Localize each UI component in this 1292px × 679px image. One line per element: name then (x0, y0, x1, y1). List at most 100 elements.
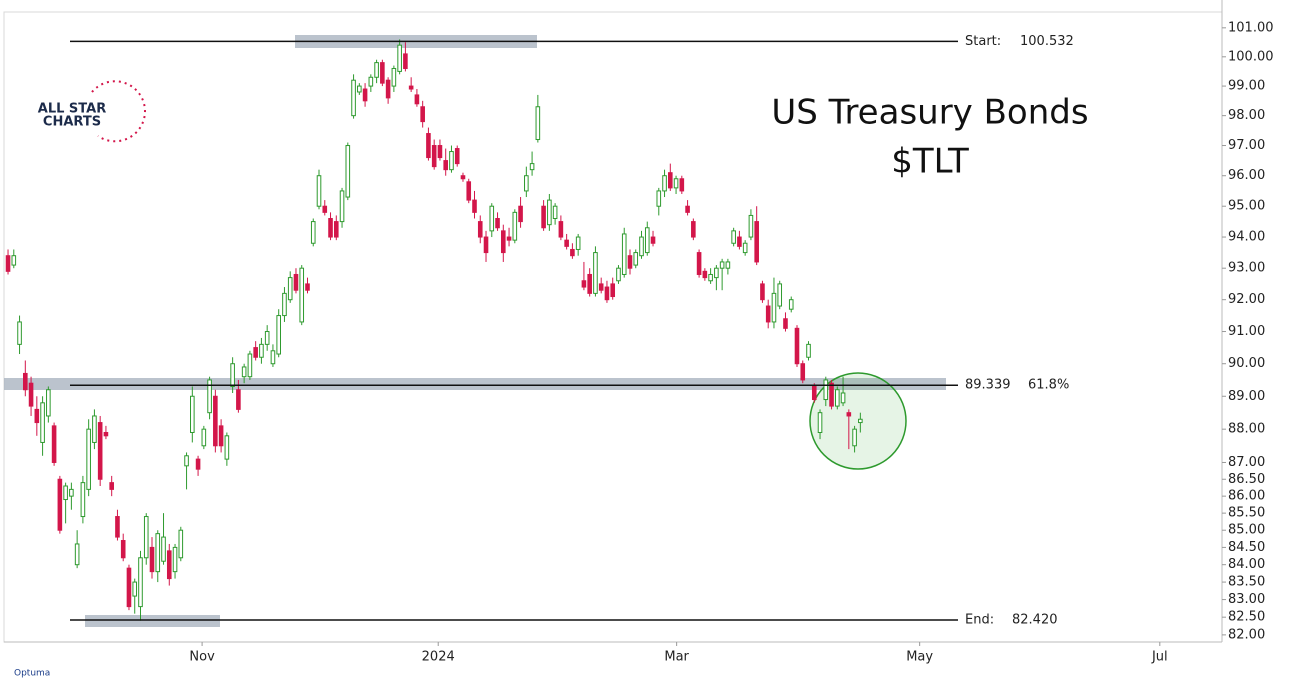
y-tick-label: 101.00 (1228, 20, 1274, 35)
candle-body (644, 227, 650, 254)
candle-body (328, 218, 333, 238)
candle-body (495, 218, 500, 229)
x-tick-label: May (906, 650, 933, 665)
candle-body (230, 363, 235, 387)
x-tick-label: Jul (1151, 650, 1168, 665)
logo-text: CHARTS (43, 115, 101, 130)
candle-body (858, 418, 863, 424)
candle-body (466, 181, 472, 201)
y-tick-label: 83.00 (1228, 592, 1265, 607)
candle-body (604, 286, 610, 301)
candle-body (213, 395, 218, 447)
chart-subtitle: $TLT (891, 142, 969, 182)
candle-body (639, 236, 644, 257)
candle-body (650, 236, 656, 244)
candle-body (74, 543, 80, 566)
candle-body (166, 550, 172, 580)
candle-body (627, 255, 633, 269)
candle-body (817, 412, 823, 433)
candle-body (742, 242, 748, 254)
candle-body (310, 221, 316, 244)
candle-body (276, 315, 281, 355)
candle-body (765, 305, 771, 323)
y-tick-label: 91.00 (1228, 324, 1265, 339)
candle-body (103, 431, 109, 437)
y-tick-label: 84.50 (1228, 540, 1265, 555)
candle-body (264, 331, 270, 345)
y-tick-label: 97.00 (1228, 138, 1265, 153)
candle-body (270, 350, 276, 365)
watermark: Optuma (14, 669, 50, 679)
level-name: 61.8% (1028, 378, 1069, 393)
level-value: 100.532 (1020, 34, 1074, 49)
candle-body (218, 425, 224, 447)
candle-body (449, 151, 454, 171)
candle-body (731, 230, 736, 244)
candle-body (426, 133, 431, 159)
y-tick-label: 85.00 (1228, 523, 1265, 538)
y-tick-label: 94.00 (1228, 230, 1265, 245)
y-tick-label: 90.00 (1228, 356, 1265, 371)
candle-body (616, 267, 621, 282)
candle-body (558, 221, 564, 238)
candle-body (500, 230, 506, 254)
candle-body (86, 428, 91, 490)
candle-body (811, 385, 817, 401)
candle-body (322, 205, 328, 213)
candle-body (714, 267, 719, 279)
candle-body (339, 190, 345, 223)
plot-frame (3, 11, 1223, 643)
candle-body (454, 148, 460, 165)
y-tick-label: 82.00 (1228, 627, 1265, 642)
candle-body (195, 458, 201, 470)
candle-body (253, 347, 258, 358)
level-value: 82.420 (1012, 613, 1058, 628)
candle-body (483, 236, 489, 254)
candle-body (184, 455, 189, 467)
candle-body (385, 79, 391, 99)
candle-body (397, 44, 402, 72)
y-tick-label: 89.00 (1228, 389, 1265, 404)
candle-body (161, 536, 166, 562)
candle-body (23, 372, 28, 391)
marks (5, 39, 863, 621)
candle-body (149, 546, 155, 573)
candle-body (725, 261, 731, 269)
x-tick-label: Mar (664, 650, 689, 665)
candle-body (201, 428, 207, 447)
candle-body (547, 199, 552, 226)
candle-body (28, 382, 34, 407)
candle-body (97, 422, 103, 480)
candle-body (593, 252, 598, 294)
candle-body (570, 248, 575, 257)
candle-body (17, 321, 22, 345)
level-name: End: (965, 613, 994, 628)
candle-body (207, 379, 212, 414)
candle-body (581, 280, 587, 288)
candle-body (57, 478, 63, 531)
candle-body (414, 94, 420, 105)
candle-body (368, 76, 374, 87)
candle-body (840, 392, 846, 404)
y-tick-label: 83.50 (1228, 575, 1265, 590)
logo-text: ALL STAR (38, 102, 106, 117)
candle-body (685, 205, 690, 213)
candle-body (472, 199, 477, 213)
candle-body (63, 485, 68, 501)
candle-body (552, 205, 558, 220)
candle-body (247, 353, 253, 378)
candle-body (489, 205, 495, 232)
candle-body (241, 366, 247, 378)
candle-body (760, 283, 765, 301)
candle-body (34, 408, 40, 424)
candle-body (621, 233, 627, 275)
candle-body (224, 435, 230, 460)
candle-body (518, 205, 523, 223)
candle-body (155, 533, 161, 573)
y-tick-label: 82.50 (1228, 610, 1265, 625)
candle-body (506, 236, 512, 241)
y-tick-label: 88.00 (1228, 422, 1265, 437)
candle-body (852, 428, 857, 447)
candle-body (132, 581, 138, 597)
y-tick-label: 86.50 (1228, 472, 1265, 487)
